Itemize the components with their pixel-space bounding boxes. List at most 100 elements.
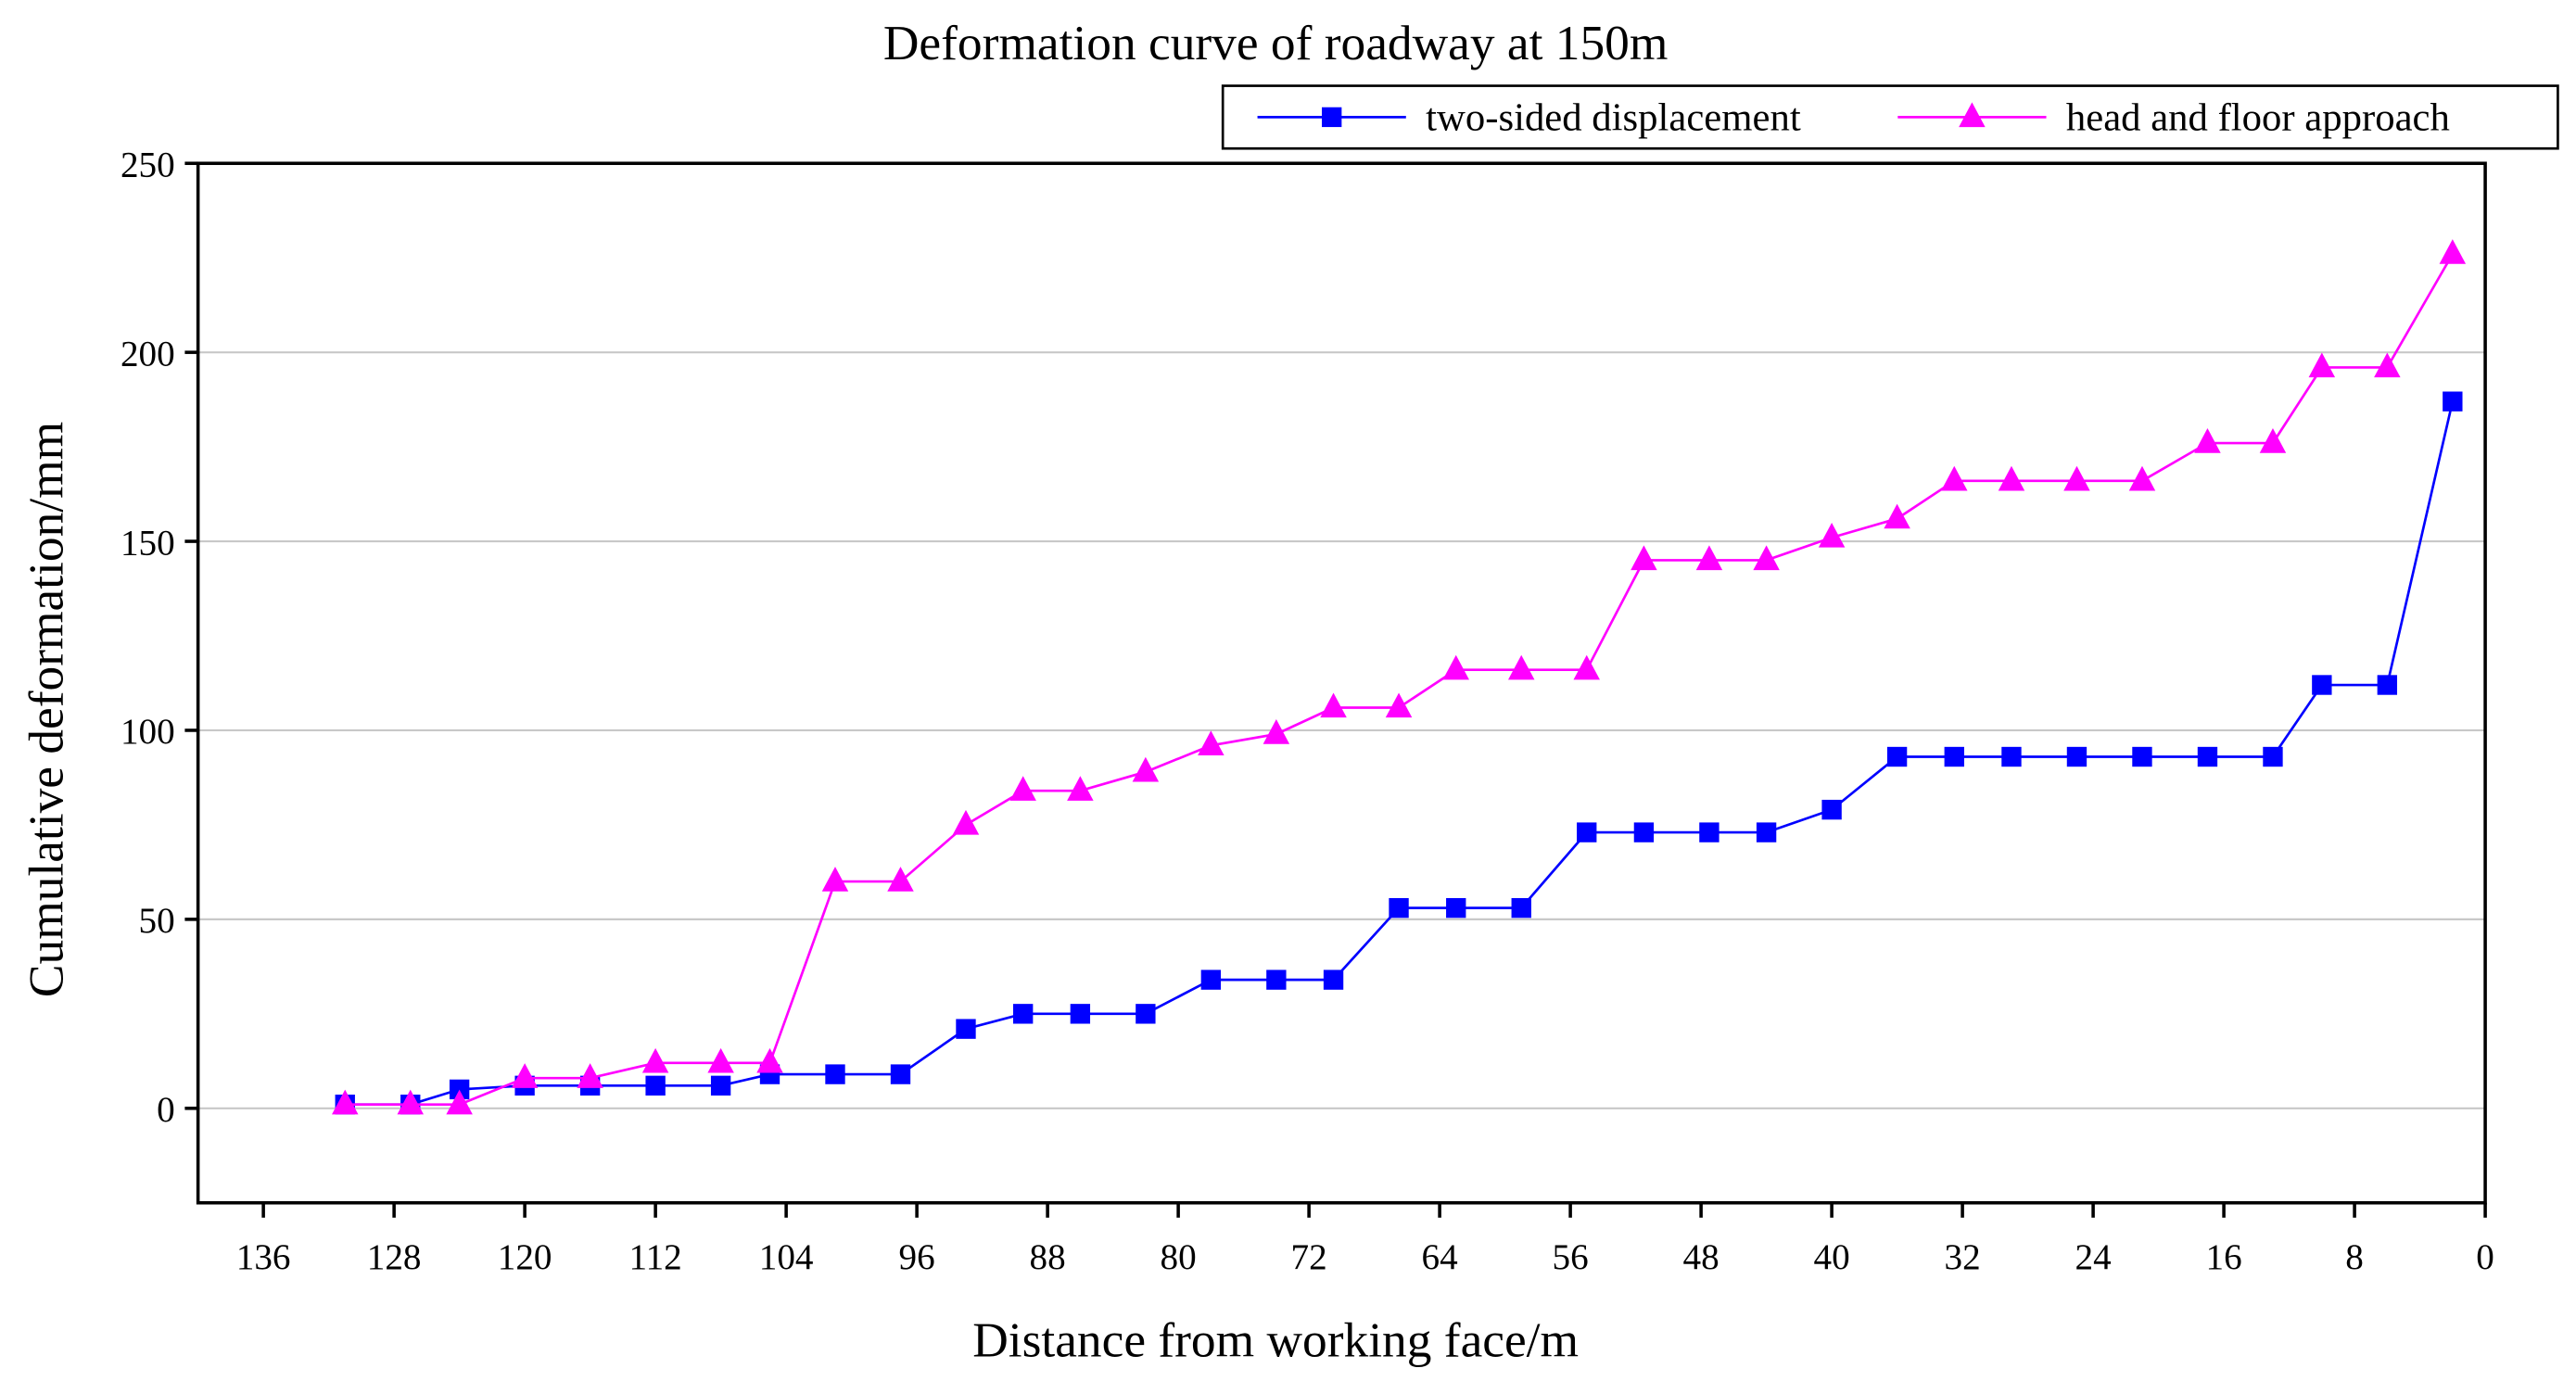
legend-label: head and floor approach bbox=[2066, 96, 2450, 140]
marker bbox=[1631, 545, 1657, 571]
y-tick-label: 0 bbox=[157, 1090, 175, 1130]
marker bbox=[1067, 776, 1094, 801]
marker bbox=[641, 1047, 669, 1073]
marker bbox=[1818, 522, 1846, 548]
marker bbox=[1998, 465, 2025, 491]
marker bbox=[1886, 746, 1908, 767]
marker bbox=[2308, 352, 2336, 378]
marker bbox=[2128, 465, 2156, 491]
marker bbox=[1695, 545, 1723, 571]
marker bbox=[449, 1079, 470, 1100]
x-tick-label: 112 bbox=[628, 1237, 681, 1277]
marker bbox=[1699, 822, 1719, 843]
marker bbox=[890, 1064, 911, 1084]
y-axis-label: Cumulative deformation/mm bbox=[19, 422, 74, 997]
marker bbox=[707, 1047, 734, 1073]
x-tick-label: 96 bbox=[899, 1237, 935, 1277]
x-tick-label: 48 bbox=[1683, 1237, 1719, 1277]
marker bbox=[756, 1047, 783, 1073]
y-tick-label: 200 bbox=[121, 334, 175, 374]
marker bbox=[2377, 675, 2398, 695]
marker bbox=[1012, 1004, 1034, 1024]
marker bbox=[1389, 897, 1409, 919]
marker bbox=[1385, 692, 1413, 718]
data-line bbox=[345, 253, 2454, 1107]
plot-frame bbox=[196, 161, 2487, 1205]
y-tick-label: 100 bbox=[121, 712, 175, 752]
marker bbox=[2263, 746, 2283, 767]
marker bbox=[710, 1075, 731, 1096]
x-tick-label: 136 bbox=[236, 1237, 291, 1277]
legend-label: two-sided displacement bbox=[1426, 96, 1801, 140]
marker bbox=[1070, 1004, 1091, 1024]
legend: two-sided displacement head and floor app… bbox=[1221, 84, 2559, 150]
x-tick-label: 0 bbox=[2476, 1237, 2494, 1277]
x-tick-label: 16 bbox=[2206, 1237, 2242, 1277]
marker bbox=[1009, 776, 1036, 801]
marker bbox=[1944, 746, 1964, 767]
marker bbox=[2194, 428, 2221, 453]
marker bbox=[1573, 654, 1600, 680]
legend-marker bbox=[1959, 102, 1986, 128]
series bbox=[332, 239, 2467, 1115]
marker bbox=[2001, 746, 2022, 767]
marker bbox=[2312, 675, 2332, 695]
series bbox=[335, 391, 2463, 1115]
marker bbox=[952, 809, 980, 835]
marker bbox=[1633, 822, 1655, 843]
marker bbox=[1136, 1004, 1156, 1024]
marker bbox=[2063, 465, 2090, 491]
legend-box bbox=[1221, 84, 2559, 150]
marker bbox=[956, 1019, 976, 1039]
chart-title: Deformation curve of roadway at 150m bbox=[883, 15, 1669, 70]
x-tick-label: 120 bbox=[498, 1237, 552, 1277]
marker bbox=[397, 1089, 424, 1115]
marker bbox=[2066, 746, 2087, 767]
marker bbox=[577, 1063, 603, 1088]
marker bbox=[2132, 746, 2152, 767]
legend-marker bbox=[1321, 107, 1342, 128]
marker bbox=[332, 1089, 359, 1115]
marker bbox=[1442, 654, 1469, 680]
x-tick-label: 80 bbox=[1161, 1237, 1197, 1277]
marker bbox=[2374, 352, 2401, 378]
x-tick-label: 8 bbox=[2345, 1237, 2364, 1277]
marker bbox=[511, 1063, 539, 1088]
x-tick-label: 72 bbox=[1291, 1237, 1327, 1277]
marker bbox=[1884, 503, 1910, 529]
x-tick-label: 40 bbox=[1814, 1237, 1850, 1277]
marker bbox=[1320, 692, 1347, 718]
marker bbox=[821, 867, 849, 892]
marker bbox=[1200, 969, 1222, 990]
x-tick-label: 64 bbox=[1422, 1237, 1458, 1277]
y-tick-label: 50 bbox=[139, 901, 175, 941]
y-tick-label: 150 bbox=[121, 523, 175, 563]
x-tick-label: 128 bbox=[367, 1237, 422, 1277]
marker bbox=[1198, 730, 1225, 755]
marker bbox=[1266, 969, 1287, 990]
marker bbox=[2439, 239, 2467, 264]
y-tick-label: 250 bbox=[121, 145, 175, 184]
x-axis-label: Distance from working face/m bbox=[972, 1311, 1579, 1367]
marker bbox=[446, 1089, 473, 1115]
marker bbox=[1941, 465, 1968, 491]
marker bbox=[2443, 391, 2463, 412]
marker bbox=[1323, 969, 1344, 990]
x-tick-label: 104 bbox=[759, 1237, 814, 1277]
marker bbox=[1132, 756, 1160, 782]
marker bbox=[2259, 428, 2287, 453]
x-tick-label: 56 bbox=[1553, 1237, 1589, 1277]
marker bbox=[887, 867, 914, 892]
marker bbox=[1446, 897, 1466, 919]
x-tick-label: 24 bbox=[2075, 1237, 2112, 1277]
marker bbox=[2197, 746, 2218, 767]
x-tick-label: 32 bbox=[1945, 1237, 1981, 1277]
marker bbox=[1821, 799, 1842, 820]
marker bbox=[645, 1075, 666, 1096]
marker bbox=[1756, 822, 1777, 843]
marker bbox=[1753, 545, 1780, 571]
marker bbox=[1577, 822, 1597, 843]
marker bbox=[825, 1064, 845, 1084]
